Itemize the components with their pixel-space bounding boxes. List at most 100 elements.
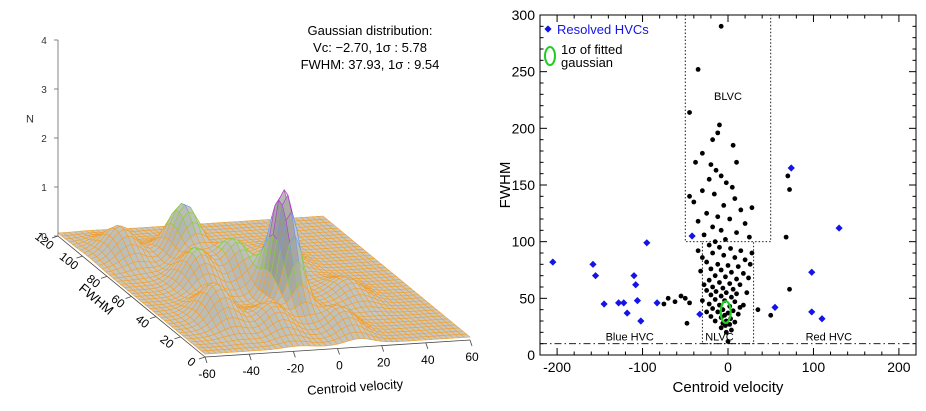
data-point — [719, 268, 724, 273]
data-point — [715, 214, 720, 219]
data-point — [732, 196, 737, 201]
surface-x-tick-label: 20 — [377, 356, 391, 370]
resolved-hvc-point — [818, 315, 825, 322]
data-point — [721, 203, 726, 208]
annotation-line-3: FWHM: 37.93, 1σ : 9.54 — [301, 57, 440, 72]
data-point — [729, 270, 734, 275]
data-point — [719, 174, 724, 179]
surface-x-axis-label: Centroid velocity — [307, 376, 404, 398]
data-point — [748, 262, 753, 267]
scatter-x-axis-label: Centroid velocity — [673, 379, 784, 396]
data-point — [683, 296, 688, 301]
surface-x-tick-label: 0 — [336, 359, 343, 373]
data-point — [719, 24, 724, 29]
data-point — [734, 160, 739, 165]
region-label-blvc: BLVC — [714, 91, 742, 103]
resolved-hvc-point — [689, 232, 696, 239]
blvc-boundary — [685, 15, 770, 344]
resolved-hvc-point — [624, 309, 631, 316]
data-point — [713, 239, 718, 244]
data-point — [707, 278, 712, 283]
data-point — [741, 271, 746, 276]
data-point — [698, 269, 703, 274]
surface-x-tick-label: -20 — [287, 361, 305, 375]
surface-y-tick-label: 20 — [157, 332, 176, 351]
data-point — [693, 160, 698, 165]
data-point — [785, 174, 790, 179]
surface-x-tick — [293, 351, 295, 357]
data-point — [700, 255, 705, 260]
data-point — [787, 287, 792, 292]
data-point — [719, 228, 724, 233]
data-point — [787, 187, 792, 192]
data-point — [730, 185, 735, 190]
data-point — [679, 294, 684, 299]
scatter-y-axis-label: FWHM — [497, 162, 514, 209]
data-point — [728, 246, 733, 251]
y-tick-label: 200 — [512, 120, 536, 136]
data-point — [744, 290, 749, 295]
z-axis-label: N — [26, 113, 34, 125]
data-point — [724, 290, 729, 295]
region-label-blue-hvc: Blue HVC — [606, 331, 654, 343]
data-point — [714, 289, 719, 294]
data-point — [710, 137, 715, 142]
data-point — [662, 302, 667, 307]
data-point — [726, 263, 731, 268]
annotation-line-1: Gaussian distribution: — [307, 23, 432, 38]
y-tick-label: 100 — [512, 234, 536, 250]
resolved-hvc-point — [788, 164, 795, 171]
data-point — [723, 237, 728, 242]
resolved-hvc-point — [637, 317, 644, 324]
resolved-hvc-point — [643, 239, 650, 246]
resolved-hvc-point — [808, 308, 815, 315]
surface-mesh — [58, 190, 470, 354]
data-point — [743, 221, 748, 226]
data-point — [732, 299, 737, 304]
surface-x-tick — [338, 349, 340, 355]
y-tick-label: 50 — [519, 290, 535, 306]
surface-annotation: Gaussian distribution: Vc: −2.70, 1σ : 5… — [301, 23, 440, 72]
data-point — [756, 307, 761, 312]
legend-ellipse-marker — [545, 47, 555, 65]
surface-y-tick-label: 40 — [133, 312, 152, 331]
z-tick-label: 2 — [41, 134, 47, 145]
resolved-hvc-point — [592, 272, 599, 279]
data-point — [715, 262, 720, 267]
data-point — [712, 192, 717, 197]
data-point — [702, 282, 707, 287]
data-point — [700, 151, 705, 156]
data-point — [731, 287, 736, 292]
surface-y-tick — [199, 357, 205, 359]
data-point — [696, 67, 701, 72]
surface-y-tick-label: 120 — [32, 229, 57, 253]
x-tick-label: 200 — [887, 359, 911, 375]
data-point — [707, 302, 712, 307]
data-point — [687, 300, 692, 305]
data-point — [707, 243, 712, 248]
data-point — [719, 294, 724, 299]
data-point — [750, 205, 755, 210]
surface-x-tick-label: 40 — [421, 353, 435, 367]
data-point — [710, 285, 715, 290]
resolved-hvc-point — [620, 299, 627, 306]
data-point — [713, 297, 718, 302]
data-point — [713, 319, 718, 324]
resolved-hvc-point — [653, 299, 660, 306]
data-point — [738, 248, 743, 253]
resolved-hvc-point — [634, 297, 641, 304]
surface-x-tick — [426, 343, 428, 349]
data-point — [734, 277, 739, 282]
data-point — [704, 260, 709, 265]
z-tick-label: 3 — [41, 85, 47, 96]
data-point — [732, 320, 737, 325]
data-point — [715, 130, 720, 135]
data-point — [720, 286, 725, 291]
resolved-hvc-point — [630, 272, 637, 279]
data-point — [741, 303, 746, 308]
y-tick-label: 0 — [527, 347, 535, 363]
data-point — [704, 310, 709, 315]
data-point — [717, 123, 722, 128]
data-point — [700, 188, 705, 193]
